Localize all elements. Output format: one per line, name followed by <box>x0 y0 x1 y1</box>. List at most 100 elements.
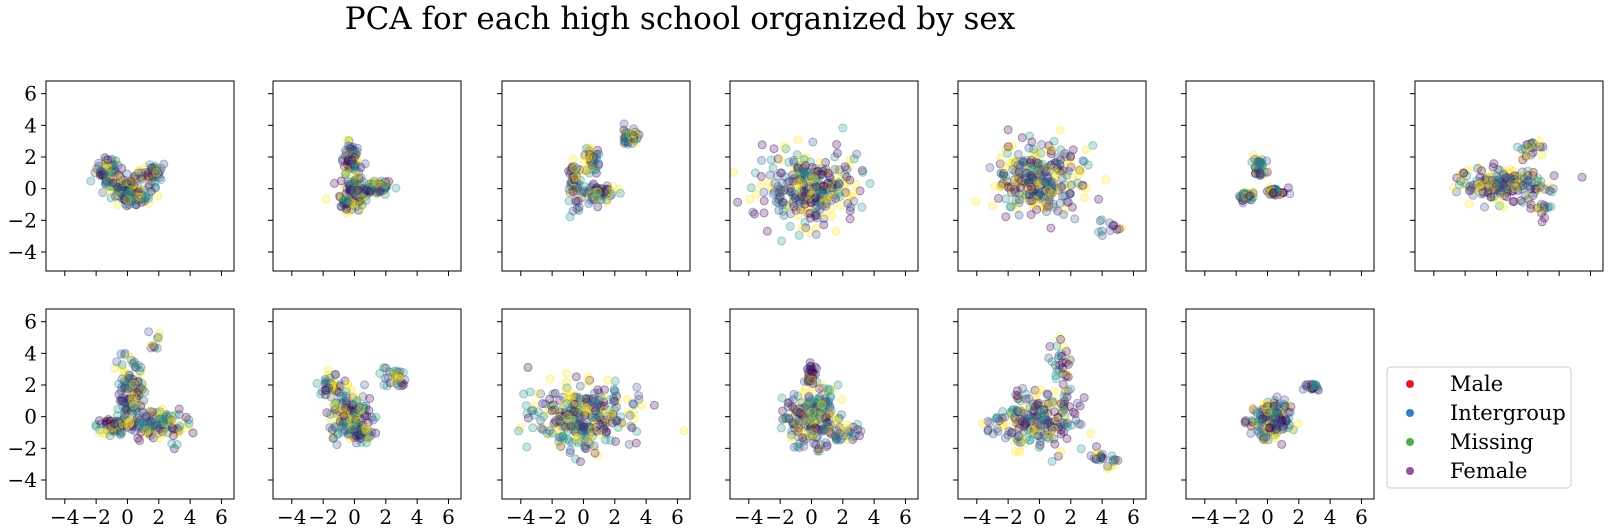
data-point <box>589 152 599 162</box>
data-point <box>848 422 858 432</box>
data-point <box>351 189 361 199</box>
data-point <box>839 181 848 191</box>
data-point <box>578 429 588 439</box>
data-point <box>583 377 593 387</box>
data-point <box>1273 404 1283 414</box>
data-point <box>625 130 635 140</box>
data-point <box>1501 184 1511 193</box>
data-point <box>793 162 803 172</box>
data-point <box>1057 367 1067 377</box>
data-point <box>1272 184 1281 194</box>
data-point <box>567 163 577 173</box>
data-point <box>587 150 597 160</box>
data-point <box>569 172 579 181</box>
data-point <box>817 193 827 203</box>
data-point <box>1510 181 1520 190</box>
data-point <box>1025 417 1035 427</box>
data-point <box>1006 409 1016 419</box>
data-point <box>797 397 807 406</box>
data-point <box>1261 405 1271 414</box>
data-point <box>1017 176 1026 186</box>
data-point <box>1096 453 1106 463</box>
data-point <box>123 196 133 206</box>
data-point <box>140 194 150 204</box>
data-point <box>108 160 118 170</box>
data-point <box>153 333 162 343</box>
data-point <box>820 195 830 205</box>
data-point <box>355 187 365 197</box>
data-point <box>576 429 586 439</box>
data-point <box>1057 408 1067 418</box>
data-point <box>1005 202 1015 212</box>
data-point <box>142 412 151 422</box>
data-point <box>162 410 171 420</box>
data-point <box>629 132 639 141</box>
data-point <box>1526 184 1536 194</box>
data-point <box>1548 184 1558 194</box>
data-point <box>394 373 404 383</box>
data-point <box>343 156 353 166</box>
data-point <box>130 195 140 205</box>
data-point <box>104 169 114 179</box>
data-point <box>144 168 154 178</box>
data-point <box>1048 398 1058 407</box>
data-point <box>140 196 149 206</box>
data-point <box>347 180 357 190</box>
data-point <box>592 426 602 436</box>
data-point <box>529 410 539 420</box>
data-point <box>790 410 800 420</box>
data-point <box>594 399 604 409</box>
data-point <box>785 187 795 196</box>
data-point <box>128 408 138 418</box>
data-point <box>168 431 178 441</box>
data-point <box>851 179 861 189</box>
data-point <box>815 444 825 454</box>
data-point <box>1078 180 1088 190</box>
data-point <box>354 418 364 427</box>
data-point <box>776 185 786 195</box>
data-point <box>808 374 818 383</box>
data-point <box>1007 188 1017 198</box>
data-point <box>547 406 557 416</box>
data-point <box>813 431 823 441</box>
data-point <box>1041 404 1051 414</box>
data-point <box>101 429 111 439</box>
data-point <box>748 207 758 217</box>
data-point <box>1036 433 1046 443</box>
data-point <box>354 196 364 206</box>
axes-frame <box>272 80 462 272</box>
data-point <box>1477 177 1487 187</box>
data-point <box>1270 430 1280 440</box>
data-point <box>1006 411 1016 421</box>
data-point <box>345 410 355 420</box>
data-point <box>1285 420 1294 430</box>
data-point <box>1008 405 1018 415</box>
data-point <box>351 415 361 425</box>
data-point <box>1523 151 1533 161</box>
axes-frame <box>729 80 919 272</box>
data-point <box>157 404 167 414</box>
data-point <box>128 402 138 412</box>
data-point <box>983 425 993 435</box>
data-point <box>1509 179 1519 189</box>
data-point <box>345 184 355 194</box>
data-point <box>347 424 357 434</box>
data-point <box>773 171 782 181</box>
data-point <box>825 428 835 437</box>
data-point <box>588 403 598 413</box>
data-point <box>1062 418 1072 428</box>
data-point <box>1089 453 1099 463</box>
data-point <box>590 418 600 427</box>
data-point <box>327 385 337 395</box>
data-point <box>1031 412 1041 421</box>
data-point <box>1500 191 1510 201</box>
data-point <box>1488 172 1497 182</box>
data-point <box>1273 427 1283 437</box>
data-point <box>514 426 524 436</box>
data-point <box>1246 428 1256 438</box>
data-point <box>1028 412 1038 422</box>
data-point <box>796 188 806 198</box>
data-point <box>778 186 788 196</box>
data-point <box>1248 403 1258 413</box>
data-point <box>1517 152 1527 162</box>
